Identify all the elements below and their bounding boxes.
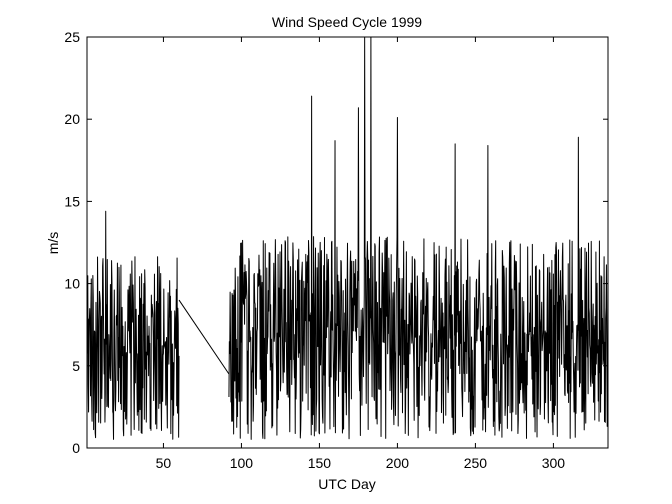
chart-title: Wind Speed Cycle 1999 bbox=[272, 14, 422, 30]
x-tick-label: 200 bbox=[386, 455, 410, 471]
plot-area bbox=[87, 37, 608, 448]
series-layer bbox=[86, 36, 609, 440]
x-tick-label: 100 bbox=[230, 455, 254, 471]
x-tick-layer: 50 100 150 200 250 300 bbox=[156, 37, 566, 471]
y-tick-label: 10 bbox=[64, 276, 80, 292]
x-tick-label: 150 bbox=[308, 455, 332, 471]
y-tick-layer: 0 5 10 15 20 25 bbox=[64, 29, 608, 456]
y-tick-label: 15 bbox=[64, 193, 80, 209]
x-tick-label: 300 bbox=[542, 455, 566, 471]
y-tick-label: 20 bbox=[64, 111, 80, 127]
y-tick-label: 25 bbox=[64, 29, 80, 45]
y-tick-label: 0 bbox=[72, 440, 80, 456]
y-axis-label: m/s bbox=[45, 232, 61, 255]
series-line-days-92-335 bbox=[228, 36, 609, 440]
axes-box bbox=[86, 36, 609, 449]
y-tick-label: 5 bbox=[72, 358, 80, 374]
x-tick-label: 250 bbox=[464, 455, 488, 471]
series-gap-line bbox=[178, 299, 230, 375]
x-tick-label: 50 bbox=[156, 455, 172, 471]
x-axis-label: UTC Day bbox=[318, 476, 376, 492]
series-line-days-1-60 bbox=[86, 210, 180, 440]
